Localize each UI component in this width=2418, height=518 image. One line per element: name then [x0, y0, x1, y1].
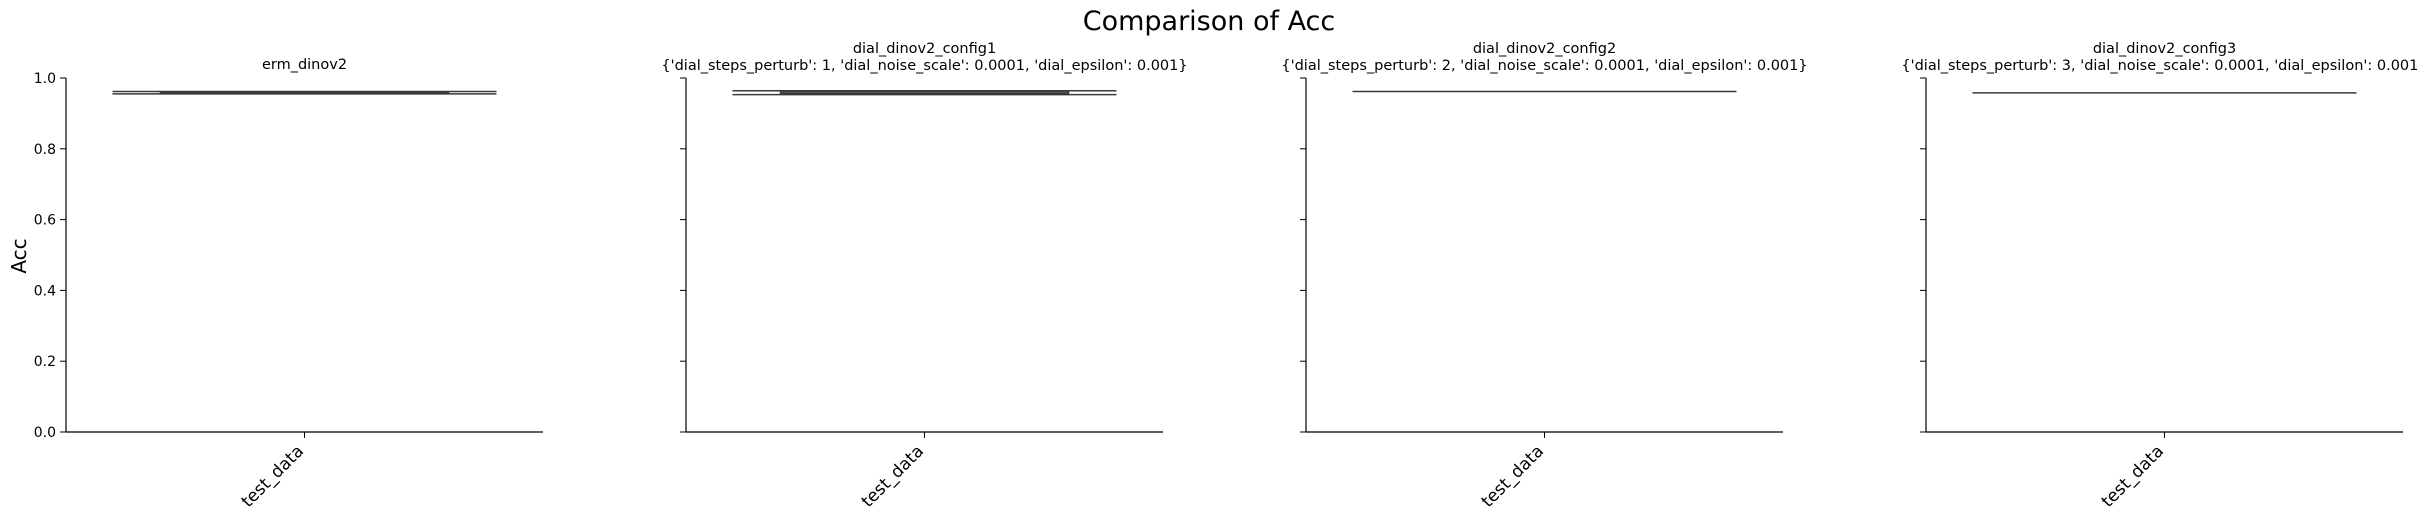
- subplot-title-line: dial_dinov2_config3: [2093, 41, 2236, 57]
- y-tick-label: 0.6: [34, 213, 56, 229]
- subplot-panels: erm_dinov20.00.20.40.60.81.0test_datadia…: [34, 41, 2418, 512]
- x-tick-label: test_data: [1478, 441, 1548, 511]
- subplot-4: dial_dinov2_config3{'dial_steps_perturb'…: [1901, 41, 2418, 512]
- x-tick-label: test_data: [2098, 441, 2168, 511]
- subplot-title-line: {'dial_steps_perturb': 1, 'dial_noise_sc…: [661, 58, 1187, 74]
- y-axis-label: Acc: [7, 238, 31, 273]
- y-tick-label: 0.0: [34, 425, 56, 441]
- subplot-title-line: dial_dinov2_config2: [1473, 41, 1616, 57]
- subplot-title-line: {'dial_steps_perturb': 3, 'dial_noise_sc…: [1901, 58, 2418, 74]
- subplot-2: dial_dinov2_config1{'dial_steps_perturb'…: [661, 41, 1187, 512]
- y-tick-label: 0.8: [34, 142, 56, 158]
- y-tick-label: 1.0: [34, 71, 56, 87]
- subplot-3: dial_dinov2_config2{'dial_steps_perturb'…: [1281, 41, 1807, 512]
- subplot-title-line: {'dial_steps_perturb': 2, 'dial_noise_sc…: [1281, 58, 1807, 74]
- y-tick-label: 0.4: [34, 283, 56, 299]
- figure-title: Comparison of Acc: [1083, 6, 1336, 37]
- x-tick-label: test_data: [238, 441, 308, 511]
- x-tick-label: test_data: [858, 441, 928, 511]
- subplot-1: erm_dinov2 0.0 0.2 0.4 0.6 0.8 1.0 test_data: [34, 57, 543, 512]
- subplot-title-line: dial_dinov2_config1: [853, 41, 996, 57]
- subplot-title-line: erm_dinov2: [262, 57, 347, 73]
- y-tick-label: 0.2: [34, 354, 56, 370]
